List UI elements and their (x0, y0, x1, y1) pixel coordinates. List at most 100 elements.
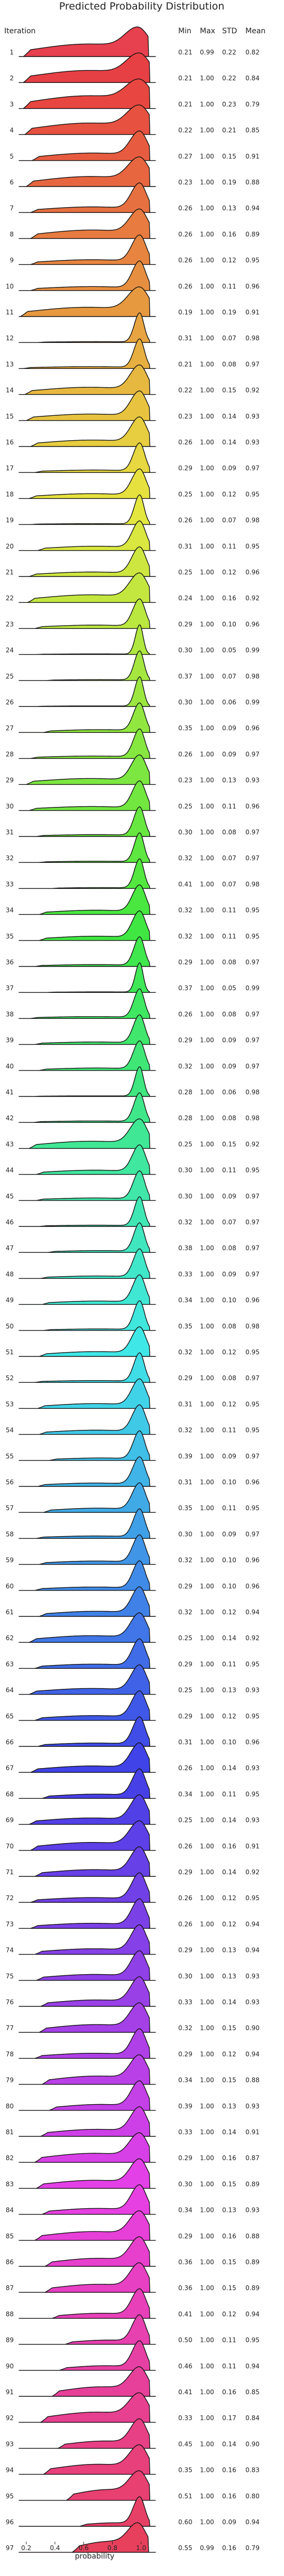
ridge-density (19, 52, 156, 83)
std-value: 0.09 (222, 724, 236, 732)
std-value: 0.12 (222, 1608, 236, 1616)
x-tick-label: 1.0 (136, 2544, 146, 2552)
min-value: 0.26 (178, 1920, 193, 1928)
iteration-label: 9 (10, 257, 14, 264)
ridge-density (19, 2236, 156, 2267)
min-value: 0.38 (178, 1244, 193, 1252)
min-value: 0.55 (178, 2544, 193, 2552)
min-value: 0.31 (178, 1738, 193, 1746)
ridge-row: 51 0.32 1.00 0.12 0.95 (6, 1326, 260, 1357)
min-value: 0.32 (178, 2024, 193, 2032)
x-axis-label: probability (75, 2552, 115, 2561)
mean-value: 0.79 (245, 2544, 260, 2552)
iteration-label: 48 (6, 1270, 14, 1278)
ridge-row: 97 0.55 0.99 0.16 0.79 (6, 2522, 260, 2553)
mean-value: 0.99 (245, 984, 260, 992)
min-value: 0.30 (178, 1530, 193, 1538)
std-value: 0.21 (222, 127, 236, 134)
ridge-row: 54 0.32 1.00 0.11 0.95 (6, 1404, 260, 1435)
iteration-label: 47 (6, 1244, 14, 1252)
ridge-density (19, 624, 156, 655)
max-value: 1.00 (200, 1297, 214, 1304)
min-value: 0.26 (178, 257, 193, 264)
mean-value: 0.98 (245, 517, 260, 524)
max-value: 1.00 (200, 2050, 214, 2058)
max-value: 1.00 (200, 230, 214, 238)
mean-value: 0.97 (245, 1374, 260, 1382)
std-value: 0.07 (222, 673, 236, 680)
std-value: 0.08 (222, 360, 236, 368)
max-value: 1.00 (200, 309, 214, 316)
max-value: 1.00 (200, 2388, 214, 2396)
ridge-row: 15 0.23 1.00 0.14 0.93 (6, 390, 260, 421)
max-value: 1.00 (200, 1453, 214, 1460)
iteration-label: 59 (6, 1557, 14, 1564)
ridge-density (19, 1872, 156, 1903)
ridge-density (19, 1820, 156, 1851)
ridge-row: 80 0.39 1.00 0.13 0.93 (6, 2080, 260, 2111)
iteration-label: 15 (6, 413, 14, 420)
iteration-label: 73 (6, 1920, 14, 1928)
max-value: 1.00 (200, 1323, 214, 1330)
min-value: 0.32 (178, 1219, 193, 1226)
iteration-label: 53 (6, 1400, 14, 1408)
std-value: 0.08 (222, 1010, 236, 1018)
std-value: 0.09 (222, 1270, 236, 1278)
ridge-row: 81 0.33 1.00 0.14 0.91 (6, 2106, 260, 2137)
min-value: 0.51 (178, 2493, 193, 2500)
iteration-label: 82 (6, 2154, 14, 2162)
min-value: 0.29 (178, 1660, 193, 1668)
std-value: 0.10 (222, 1738, 236, 1746)
mean-value: 0.85 (245, 2388, 260, 2396)
std-value: 0.15 (222, 1140, 236, 1148)
min-value: 0.25 (178, 803, 193, 810)
max-value: 1.00 (200, 2363, 214, 2370)
std-value: 0.14 (222, 1998, 236, 2006)
std-value: 0.09 (222, 1530, 236, 1538)
max-value: 1.00 (200, 1037, 214, 1044)
iteration-label: 2 (10, 75, 14, 82)
iteration-label: 83 (6, 2180, 14, 2188)
mean-value: 0.99 (245, 699, 260, 706)
ridge-row: 77 0.32 1.00 0.15 0.90 (6, 2002, 260, 2033)
max-value: 1.00 (200, 1063, 214, 1070)
iteration-label: 36 (6, 959, 14, 966)
std-value: 0.07 (222, 854, 236, 862)
iteration-label: 25 (6, 673, 14, 680)
iteration-label: 16 (6, 439, 14, 446)
ridge-density (19, 2262, 156, 2293)
min-value: 0.22 (178, 127, 193, 134)
mean-value: 0.93 (245, 777, 260, 784)
mean-value: 0.97 (245, 1037, 260, 1044)
mean-value: 0.97 (245, 750, 260, 758)
max-value: 1.00 (200, 777, 214, 784)
iteration-label: 95 (6, 2493, 14, 2500)
ridge-row: 76 0.33 1.00 0.14 0.93 (6, 1976, 260, 2007)
ridge-density (19, 676, 156, 707)
iteration-label: 37 (6, 984, 14, 992)
ridge-row: 4 0.22 1.00 0.21 0.85 (10, 104, 260, 135)
std-value: 0.11 (222, 2337, 236, 2344)
iteration-label: 66 (6, 1738, 14, 1746)
max-value: 1.00 (200, 2467, 214, 2474)
std-value: 0.10 (222, 1297, 236, 1304)
x-tick-label: 0.8 (107, 2544, 117, 2552)
min-value: 0.25 (178, 1140, 193, 1148)
std-value: 0.14 (222, 1634, 236, 1642)
iteration-label: 72 (6, 1894, 14, 1902)
ridge-row: 46 0.32 1.00 0.07 0.97 (6, 1196, 260, 1227)
iteration-label: 78 (6, 2050, 14, 2058)
iteration-label: 44 (6, 1167, 14, 1174)
ridge-row: 92 0.33 1.00 0.17 0.84 (6, 2392, 260, 2423)
mean-value: 0.95 (245, 257, 260, 264)
min-value: 0.34 (178, 1297, 193, 1304)
ridge-row: 23 0.29 1.00 0.10 0.96 (6, 598, 260, 629)
ridge-density (19, 234, 156, 265)
std-value: 0.13 (222, 1947, 236, 1954)
std-value: 0.16 (222, 2388, 236, 2396)
ridge-density (19, 390, 156, 421)
max-value: 1.00 (200, 257, 214, 264)
ridge-density (19, 1274, 156, 1305)
mean-value: 0.94 (245, 204, 260, 212)
ridge-density (19, 1976, 156, 2007)
